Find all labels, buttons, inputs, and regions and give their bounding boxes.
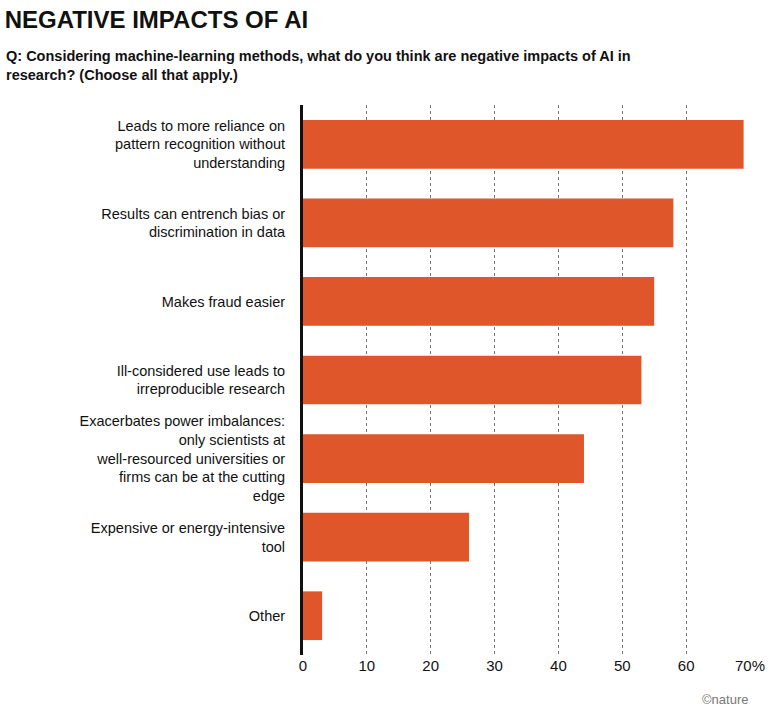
svg-text:50: 50 [614,657,631,674]
svg-text:Makes fraud easier: Makes fraud easier [162,294,285,310]
svg-text:20: 20 [422,657,439,674]
svg-text:70%: 70% [735,657,765,674]
svg-text:60: 60 [678,657,695,674]
svg-text:Other: Other [249,608,285,624]
svg-text:30: 30 [486,657,503,674]
svg-text:Results can entrench bias ordi: Results can entrench bias ordiscriminati… [101,206,286,241]
svg-text:Q: Considering machine-learnin: Q: Considering machine-learning methods,… [6,48,631,83]
svg-text:NEGATIVE IMPACTS OF AI: NEGATIVE IMPACTS OF AI [5,6,309,33]
svg-text:40: 40 [550,657,567,674]
svg-text:Ill-considered use leads toirr: Ill-considered use leads toirreproducibl… [117,363,285,398]
svg-text:Expensive or energy-intensivet: Expensive or energy-intensivetool [91,520,285,555]
svg-text:10: 10 [359,657,376,674]
svg-text:0: 0 [299,657,307,674]
svg-text:Leads to more reliance onpatte: Leads to more reliance onpattern recogni… [115,118,285,172]
svg-text:Exacerbates power imbalances:o: Exacerbates power imbalances:only scient… [80,413,286,504]
svg-text:©nature: ©nature [702,692,748,707]
